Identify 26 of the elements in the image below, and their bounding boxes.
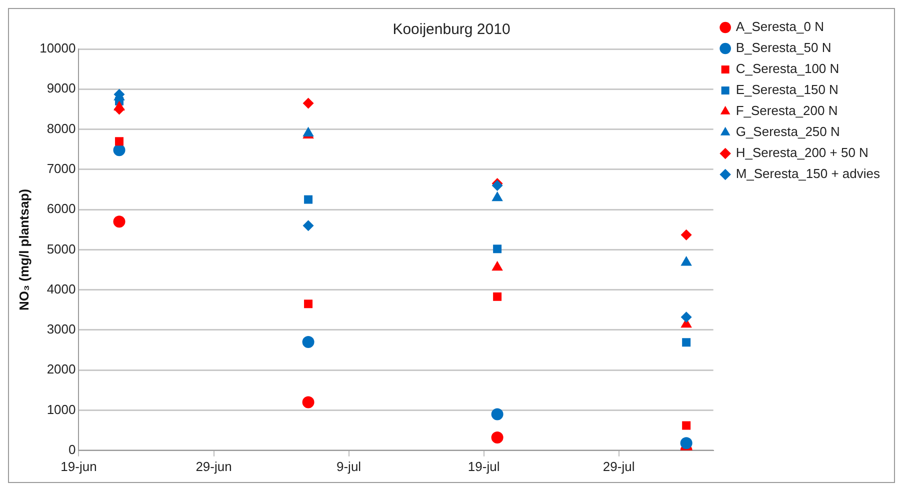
- x-tick-label: 29-jun: [196, 458, 232, 474]
- x-tick-label: 19-jun: [60, 458, 97, 474]
- y-axis-title: NO₃ (mg/l plantsap): [16, 188, 32, 310]
- y-tick-label: 1000: [46, 402, 76, 417]
- legend-label: G_Seresta_250 N: [736, 124, 840, 140]
- x-tick-label: 29-jul: [602, 458, 635, 474]
- y-tick-label: 0: [68, 442, 76, 457]
- y-tick-label: 6000: [46, 201, 76, 216]
- legend-label: H_Seresta_200 + 50 N: [736, 145, 868, 160]
- legend-label: C_Seresta_100 N: [736, 61, 840, 76]
- y-tick-label: 10000: [40, 40, 76, 56]
- legend-label: E_Seresta_150 N: [736, 82, 838, 98]
- y-tick-label: 8000: [46, 120, 76, 136]
- y-tick-label: 9000: [46, 80, 76, 96]
- x-tick-label: 19-jul: [468, 458, 500, 474]
- y-tick-label: 5000: [46, 241, 76, 256]
- y-tick-label: 7000: [46, 161, 76, 176]
- legend-label: A_Seresta_0 N: [736, 19, 824, 34]
- y-tick-label: 2000: [46, 362, 76, 377]
- x-tick-label: 9-jul: [336, 458, 362, 474]
- legend-label: F_Seresta_200 N: [736, 103, 838, 118]
- legend-label: B_Seresta_50 N: [736, 40, 832, 56]
- y-tick-label: 3000: [46, 322, 76, 337]
- y-tick-label: 4000: [46, 281, 76, 296]
- chart-title: Kooijenburg 2010: [392, 21, 510, 38]
- legend-label: M_Seresta_150 + advies: [736, 166, 880, 182]
